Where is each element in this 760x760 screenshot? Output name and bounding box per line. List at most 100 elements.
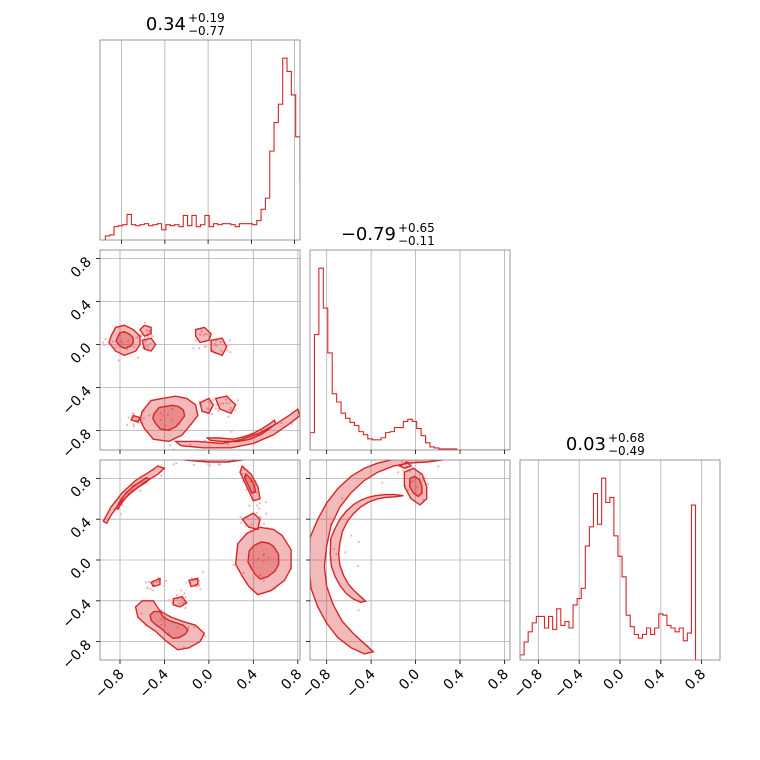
sample-dot [160, 618, 163, 621]
contour-line-inner [115, 477, 152, 511]
sample-dot [175, 462, 178, 465]
sample-dot [234, 408, 237, 412]
sample-dot [220, 349, 223, 352]
contour-region [211, 338, 227, 356]
sample-dot [171, 407, 174, 410]
x-tick-label: −0.4 [137, 666, 172, 701]
title-median: 0.34 [146, 14, 186, 35]
sample-dot [332, 547, 335, 550]
sample-dot [168, 599, 171, 602]
sample-dot [415, 485, 418, 489]
title-upper: +0.19 [188, 11, 225, 25]
contour-line [130, 414, 142, 423]
sample-dot [126, 339, 130, 343]
sample-dot [199, 588, 202, 591]
title-upper: +0.68 [608, 431, 645, 445]
sample-dot [101, 341, 105, 344]
x-tick-label: 0.4 [234, 666, 261, 693]
sample-dot [198, 584, 201, 587]
sample-dot [248, 529, 252, 532]
sample-dot [169, 444, 172, 447]
contour-region [235, 527, 292, 595]
sample-dot [222, 402, 225, 405]
sample-dot [176, 626, 179, 629]
x-tick-label: 0.8 [682, 666, 709, 693]
sample-dot [229, 406, 232, 410]
sample-dot [291, 422, 294, 425]
contour-line-inner [152, 404, 186, 431]
sample-dot [180, 601, 183, 605]
sample-dot [265, 500, 268, 504]
sample-dot [144, 340, 147, 344]
sample-dot [187, 456, 189, 458]
sample-dot [411, 479, 415, 483]
sample-dot [265, 512, 268, 515]
sample-dot [227, 343, 230, 347]
contour-region [103, 466, 165, 524]
contour-line-inner [205, 419, 277, 443]
sample-dot [262, 522, 266, 525]
sample-dot [357, 540, 360, 544]
sample-dot [165, 579, 168, 583]
sample-dot [170, 418, 174, 421]
joint-param-2-param-3: −0.8 −0.4 0.0 0.4 0.8 [299, 459, 512, 702]
sample-dot [140, 335, 143, 338]
sample-dot [140, 612, 143, 615]
sample-dot [255, 504, 258, 507]
sample-dot [335, 552, 338, 556]
sample-dot [127, 416, 130, 419]
sample-dot [193, 625, 196, 629]
contour-line-inner [329, 493, 404, 604]
sample-dot [255, 511, 259, 515]
contour-region-inner [207, 420, 276, 442]
sample-dot [225, 453, 227, 455]
sample-dot [225, 401, 228, 405]
x-tick-label: −0.8 [511, 666, 546, 701]
sample-dot [306, 410, 308, 412]
sample-dot [230, 430, 233, 433]
sample-dot [162, 414, 165, 417]
contour-line [141, 337, 157, 352]
contour-line [241, 512, 261, 531]
sample-dot [256, 558, 260, 561]
x-tick-label: −0.8 [92, 666, 127, 701]
x-tick-label: −0.8 [299, 666, 334, 701]
x-tick-label: −0.4 [551, 666, 586, 701]
histogram-param-3: −0.8 −0.4 0.0 0.4 0.8 0.03 +0.68−0.49 [511, 431, 721, 702]
contour-region [242, 513, 260, 530]
sample-dot [192, 463, 195, 467]
y-tick-label: −0.4 [59, 383, 94, 418]
y-tick-label: 0.8 [68, 474, 95, 501]
contour-line [139, 395, 199, 443]
sample-dot [246, 517, 249, 520]
contour-line-inner [115, 331, 134, 350]
sample-dot [262, 554, 265, 557]
histogram-step-line [520, 477, 697, 660]
sample-dot [258, 507, 261, 510]
sample-dot [219, 340, 222, 344]
sample-dot [426, 482, 430, 485]
sample-dot [397, 471, 400, 474]
x-tick-label: 0.0 [601, 666, 628, 693]
sample-dot [198, 347, 201, 350]
sample-dot [184, 595, 187, 599]
sample-dot [135, 336, 138, 339]
contour-region [200, 398, 214, 414]
joint-param-1-param-3: −0.8 −0.4 0.0 0.4 0.8−0.8−0.40.00.40.8 [59, 453, 305, 702]
sample-dot [125, 347, 129, 351]
sample-dot [177, 602, 181, 605]
sample-dot [402, 469, 405, 472]
sample-dot [406, 488, 410, 492]
sample-dot [160, 474, 163, 477]
x-tick-label: 0.4 [641, 666, 668, 693]
sample-dot [198, 579, 201, 583]
sample-dot [190, 577, 193, 580]
y-tick-label: 0.0 [68, 556, 95, 583]
sample-dot [148, 330, 151, 333]
sample-dot [242, 468, 245, 471]
sample-dot [226, 349, 229, 352]
contour-line [214, 395, 237, 415]
sample-dot [120, 340, 124, 344]
sample-dot [175, 594, 178, 597]
contour-line [172, 595, 188, 608]
